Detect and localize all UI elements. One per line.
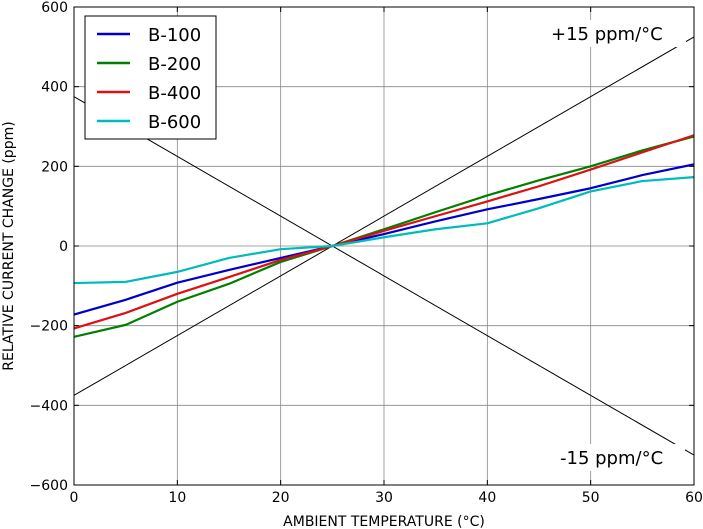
series-line-b-600: [74, 175, 694, 285]
reference-line-label: +15 ppm/°C: [551, 24, 663, 45]
reference-label-background: [555, 444, 685, 471]
plot-frame: [73, 6, 695, 486]
reference-line-labels: +15 ppm/°C -15 ppm/°C: [546, 20, 686, 471]
y-tick-label: −600: [30, 478, 68, 494]
legend-label: B-200: [148, 54, 201, 75]
y-tick-label: 0: [59, 239, 68, 255]
reference-line: [74, 36, 694, 396]
x-tick-label: 20: [272, 490, 290, 506]
y-tick-label: −400: [30, 398, 68, 414]
legend: B-100 B-200 B-400 B-600: [84, 15, 217, 140]
legend-label: B-100: [148, 25, 201, 46]
x-tick-label: 10: [168, 490, 186, 506]
y-tick-label: −200: [30, 319, 68, 335]
series-line-b-400: [74, 134, 694, 330]
series-line-b-100: [74, 163, 694, 316]
x-axis-label: AMBIENT TEMPERATURE (°C): [283, 514, 485, 529]
data-series: [74, 134, 694, 338]
legend-box: [84, 15, 217, 140]
reference-label-background: [546, 20, 686, 47]
x-tick-label: 40: [478, 490, 496, 506]
reference-lines: [74, 36, 694, 456]
y-axis-label: RELATIVE CURRENT CHANGE (ppm): [1, 121, 17, 370]
series-line-b-200: [74, 135, 694, 338]
x-tick-label: 50: [582, 490, 600, 506]
reference-line: [74, 96, 694, 456]
reference-line-label: -15 ppm/°C: [560, 448, 663, 469]
x-tick-label: 0: [70, 490, 79, 506]
y-tick-label: 600: [41, 0, 68, 16]
tick-labels: 0 10 20 30 40 50 60 −600 −400 −200 0 200 400 600: [30, 0, 703, 506]
y-tick-label: 400: [41, 80, 68, 96]
grid-lines: [74, 7, 694, 485]
legend-label: B-400: [148, 83, 201, 104]
y-tick-label: 200: [41, 159, 68, 175]
x-tick-label: 60: [685, 490, 703, 506]
x-tick-label: 30: [375, 490, 393, 506]
legend-label: B-600: [148, 112, 201, 133]
